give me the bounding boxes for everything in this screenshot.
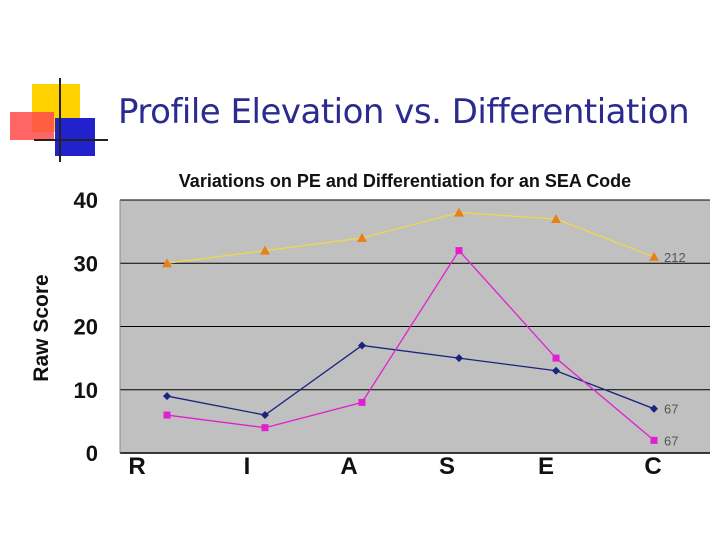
data-point-marker <box>261 424 269 432</box>
chart-title: Variations on PE and Differentiation for… <box>179 171 631 191</box>
data-point-marker <box>649 251 659 261</box>
logo-red-square <box>10 112 54 140</box>
y-tick-label: 10 <box>74 378 98 403</box>
data-point-marker <box>163 392 171 401</box>
series-end-label: 67 <box>664 402 678 417</box>
x-tick-label: E <box>538 453 554 480</box>
y-tick-label: 40 <box>74 188 98 213</box>
data-point-marker <box>261 411 269 420</box>
data-point-marker <box>454 207 464 217</box>
series-group: 67 67 212 <box>162 207 686 448</box>
data-point-marker <box>455 247 463 255</box>
data-point-marker <box>551 213 561 223</box>
y-tick-labels: 0 10 20 30 40 <box>74 188 98 466</box>
x-tick-label: C <box>644 453 661 480</box>
x-tick-label: S <box>439 453 455 480</box>
x-tick-label: A <box>340 453 357 480</box>
data-point-marker <box>260 245 270 255</box>
series-end-label: 67 <box>664 433 678 448</box>
data-point-marker <box>358 341 366 350</box>
series-line <box>166 344 655 416</box>
data-point-marker <box>162 258 172 268</box>
y-tick-label: 30 <box>74 251 98 276</box>
series-end-label: 212 <box>664 250 686 265</box>
data-point-marker <box>650 404 658 413</box>
x-tick-label: I <box>244 453 251 480</box>
series-line <box>166 211 655 264</box>
data-point-marker <box>455 354 463 363</box>
data-point-marker <box>650 436 658 444</box>
data-point-marker <box>552 354 560 362</box>
y-tick-label: 20 <box>74 315 98 340</box>
y-axis-label: Raw Score <box>30 274 53 381</box>
data-point-marker <box>358 398 366 406</box>
gridlines <box>119 199 710 454</box>
colored-squares-logo-icon <box>10 78 108 162</box>
slide-title: Profile Elevation vs. Differentiation <box>118 92 690 132</box>
data-point-marker <box>357 232 367 242</box>
logo-blue-square <box>55 118 95 156</box>
x-tick-label: R <box>128 453 145 480</box>
data-point-marker <box>552 366 560 375</box>
y-tick-label: 0 <box>86 441 98 466</box>
data-point-marker <box>163 411 171 419</box>
series-line <box>166 249 655 441</box>
